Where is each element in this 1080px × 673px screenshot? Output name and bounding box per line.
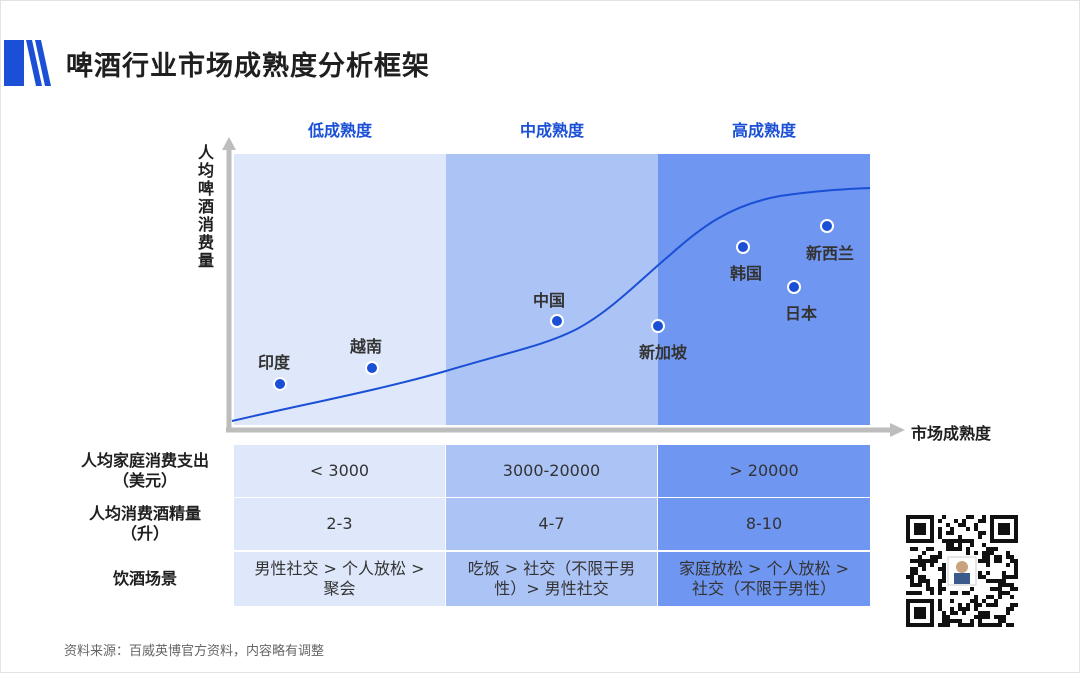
country-label: 新西兰 (806, 244, 854, 263)
qr-code (906, 515, 1018, 627)
country-point (273, 377, 287, 391)
country-point (550, 314, 564, 328)
maturity-curve (231, 187, 871, 422)
x-axis-arrow-icon (890, 423, 905, 437)
stage-band-low (234, 154, 446, 425)
table-cell: 3000-20000 (446, 445, 657, 497)
country-point (787, 280, 801, 294)
table-row-label: 人均家庭消费支出 （美元） (80, 451, 209, 490)
table-cell: 4-7 (446, 498, 657, 550)
y-axis-arrow-icon (222, 137, 236, 150)
country-label: 越南 (349, 337, 382, 356)
x-axis-label: 市场成熟度 (911, 424, 992, 443)
table-row-label: 饮酒场景 (112, 569, 177, 588)
stage-band-mid (446, 154, 658, 425)
country-label: 中国 (533, 291, 565, 310)
country-point (365, 361, 379, 375)
title-accent-icon (4, 40, 51, 86)
source-note: 资料来源：百威英博官方资料，内容略有调整 (64, 644, 325, 659)
table-cell: < 3000 (234, 445, 445, 497)
country-label: 韩国 (730, 264, 762, 283)
table-cell: > 20000 (658, 445, 870, 497)
table-cell: 家庭放松 > 个人放松 > 社交（不限于男性） (658, 552, 870, 606)
country-point (736, 240, 750, 254)
country-label: 印度 (258, 353, 291, 372)
country-point (651, 319, 665, 333)
y-axis-label: 人均啤酒消费量 (197, 143, 214, 270)
stage-band-high (658, 154, 870, 425)
table-cell: 8-10 (658, 498, 870, 550)
stage-label-high: 高成熟度 (731, 121, 796, 140)
stage-label-mid: 中成熟度 (519, 121, 584, 140)
table-row-label: 人均消费酒精量 （升） (88, 504, 201, 543)
country-point (820, 219, 834, 233)
table-cell: 2-3 (234, 498, 445, 550)
table-cell: 男性社交 > 个人放松 > 聚会 (234, 552, 445, 606)
page-title: 啤酒行业市场成熟度分析框架 (66, 51, 430, 82)
stage-label-low: 低成熟度 (307, 121, 372, 140)
table-cell: 吃饭 > 社交（不限于男 性）> 男性社交 (446, 552, 657, 606)
country-label: 日本 (785, 304, 817, 323)
country-label: 新加坡 (639, 343, 688, 362)
